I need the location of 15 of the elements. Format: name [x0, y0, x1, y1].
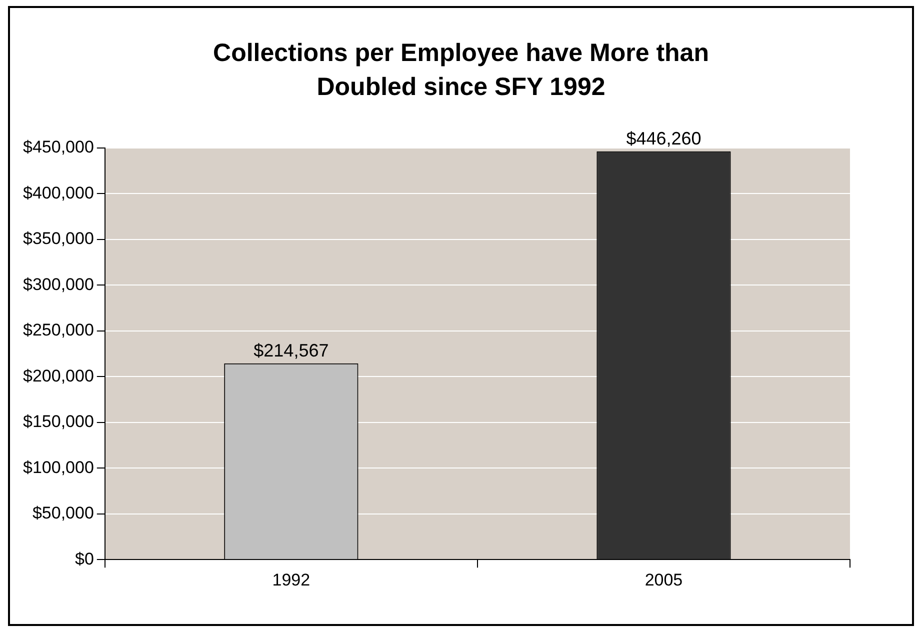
- y-tick-label: $50,000: [32, 504, 94, 523]
- chart-title: Collections per Employee have More than Doubled since SFY 1992: [212, 38, 710, 103]
- y-tick-label: $150,000: [23, 412, 94, 432]
- y-tick-label: $400,000: [23, 183, 94, 202]
- y-tick-label: $200,000: [23, 366, 94, 386]
- x-tick-label: 1992: [272, 570, 310, 590]
- y-tick-label: $0: [74, 549, 94, 568]
- x-tick-label: 2005: [644, 570, 683, 590]
- y-tick-label: $250,000: [23, 320, 94, 340]
- y-tick-label: $100,000: [23, 458, 94, 477]
- data-label: $446,260: [626, 128, 702, 148]
- y-tick-label: $300,000: [23, 274, 94, 294]
- y-tick-label: $450,000: [23, 138, 94, 157]
- y-tick-label: $350,000: [23, 229, 94, 248]
- data-label: $214,567: [254, 340, 329, 360]
